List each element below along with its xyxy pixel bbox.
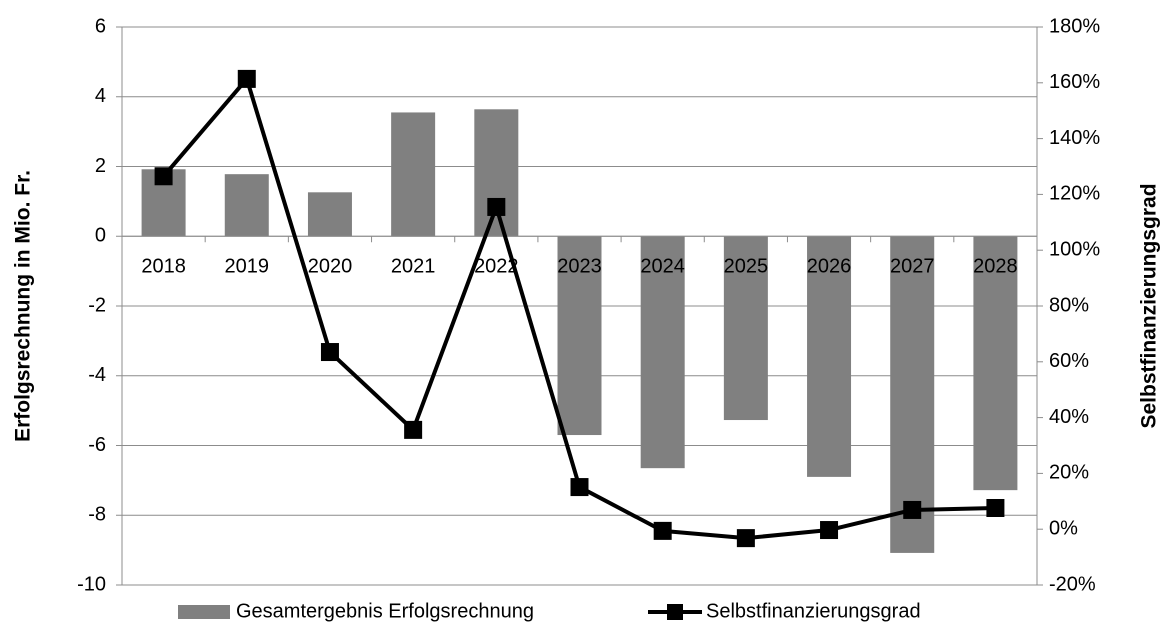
y-tick-label: 2 xyxy=(95,155,106,177)
bar xyxy=(474,109,519,237)
line-marker xyxy=(404,420,423,439)
x-tick-label: 2019 xyxy=(225,256,270,278)
y2-tick-label: 0% xyxy=(1049,517,1078,539)
y2-tick-label: 100% xyxy=(1049,238,1100,260)
y-tick-label: -2 xyxy=(88,294,106,316)
legend-swatch xyxy=(178,605,230,619)
line-marker xyxy=(903,500,922,519)
y2-tick-label: -20% xyxy=(1049,573,1096,595)
line-marker xyxy=(320,343,339,362)
line-marker xyxy=(487,197,506,216)
x-tick-label: 2028 xyxy=(973,256,1018,278)
x-tick-label: 2027 xyxy=(890,256,935,278)
bar xyxy=(307,192,352,237)
line-marker xyxy=(570,478,589,497)
line-marker xyxy=(986,498,1005,517)
bar xyxy=(224,174,269,237)
y2-tick-label: 20% xyxy=(1049,462,1089,484)
x-tick-label: 2021 xyxy=(391,256,436,278)
y-tick-label: -4 xyxy=(88,364,106,386)
line-marker xyxy=(736,529,755,548)
legend-marker xyxy=(667,604,683,620)
x-tick-label: 2024 xyxy=(640,256,685,278)
y2-tick-label: 160% xyxy=(1049,71,1100,93)
bar xyxy=(640,236,685,469)
y2-tick-label: 60% xyxy=(1049,350,1089,372)
y2-tick-label: 140% xyxy=(1049,127,1100,149)
y-tick-label: 6 xyxy=(95,15,106,37)
y2-tick-label: 80% xyxy=(1049,294,1089,316)
bar xyxy=(890,236,935,553)
line-marker xyxy=(154,167,173,186)
bar xyxy=(807,236,852,477)
x-tick-label: 2023 xyxy=(557,256,602,278)
x-tick-label: 2020 xyxy=(308,256,353,278)
y-tick-label: -10 xyxy=(77,573,106,595)
y2-tick-label: 40% xyxy=(1049,406,1089,428)
y-axis-title: Erfolgsrechnung in Mio. Fr. xyxy=(12,170,35,442)
y-tick-label: 4 xyxy=(95,85,106,107)
bar xyxy=(391,112,436,237)
x-tick-label: 2022 xyxy=(474,256,519,278)
bar xyxy=(557,236,602,436)
y2-axis-title: Selbstfinanzierungsgrad xyxy=(1138,183,1161,428)
y-tick-label: 0 xyxy=(95,225,106,247)
x-tick-label: 2018 xyxy=(141,256,186,278)
y-tick-label: -8 xyxy=(88,504,106,526)
x-tick-label: 2025 xyxy=(724,256,769,278)
line-marker xyxy=(653,521,672,540)
line-marker xyxy=(820,521,839,540)
x-tick-label: 2026 xyxy=(807,256,852,278)
bar xyxy=(723,236,768,421)
y2-tick-label: 120% xyxy=(1049,183,1100,205)
line-marker xyxy=(237,69,256,88)
y-tick-label: -6 xyxy=(88,434,106,456)
y2-tick-label: 180% xyxy=(1049,15,1100,37)
legend-label: Gesamtergebnis Erfolgsrechnung xyxy=(236,600,534,622)
legend-label: Selbstfinanzierungsgrad xyxy=(706,600,921,622)
bar xyxy=(973,236,1018,491)
